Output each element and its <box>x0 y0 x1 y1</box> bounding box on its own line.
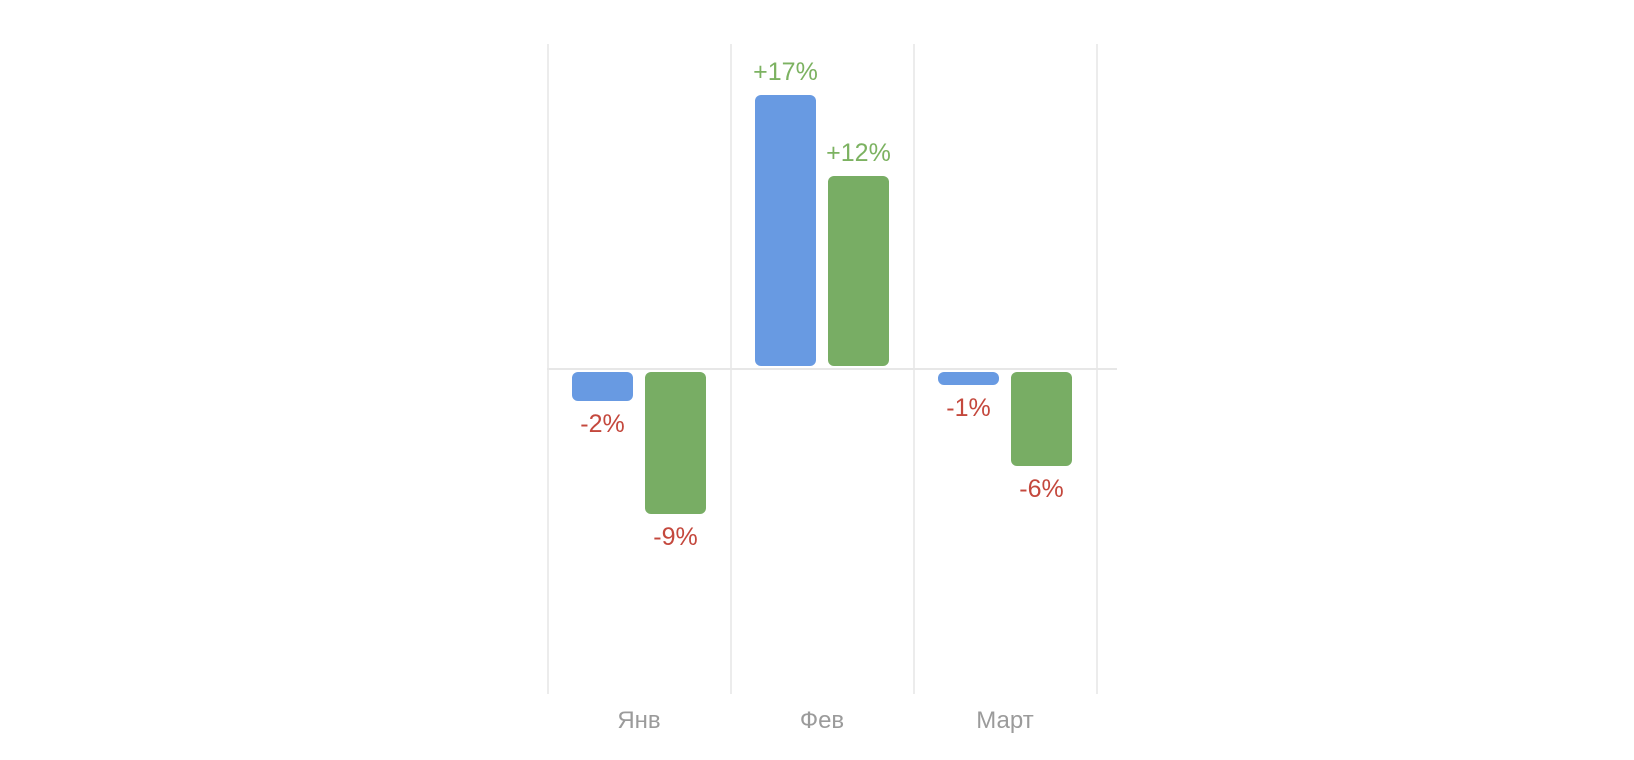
bar-value-label-blue-series-1: +17% <box>753 58 818 87</box>
x-axis-label-1: Фев <box>799 707 845 734</box>
bar-value-label-blue-series-2: -1% <box>946 394 991 423</box>
bar-green-series-2 <box>1011 371 1072 466</box>
bar-value-label-blue-series-0: -2% <box>580 410 625 439</box>
x-axis-label-0: Янв <box>617 707 661 734</box>
bar-blue-series-1 <box>755 95 816 367</box>
bar-blue-series-2 <box>938 371 999 386</box>
bar-value-label-green-series-1: +12% <box>826 138 891 167</box>
zero-axis-line <box>547 368 1117 370</box>
bar-value-label-green-series-0: -9% <box>653 522 698 551</box>
bar-blue-series-0 <box>572 371 633 402</box>
bar-green-series-0 <box>645 371 706 514</box>
bar-green-series-1 <box>828 175 889 367</box>
bar-value-label-green-series-2: -6% <box>1019 474 1064 503</box>
x-axis-label-2: Март <box>976 707 1034 734</box>
